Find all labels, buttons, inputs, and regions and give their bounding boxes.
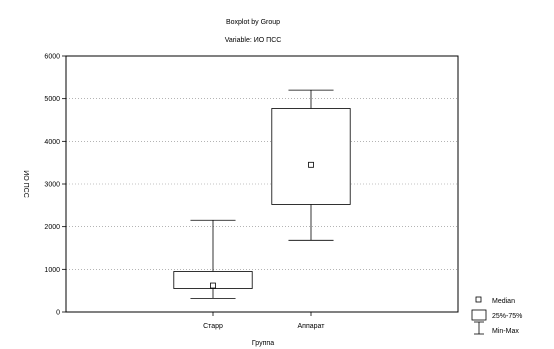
box-2 <box>271 89 351 241</box>
legend-box-icon <box>471 309 487 321</box>
y-tick-label: 1000 <box>44 267 60 274</box>
y-axis-label: ИО ПСС <box>22 170 29 198</box>
y-tick-label: 4000 <box>44 139 60 146</box>
box-iqr <box>271 108 351 205</box>
y-tick-label: 3000 <box>44 182 60 189</box>
y-tick-label: 2000 <box>44 224 60 231</box>
grid-lines <box>66 98 458 270</box>
y-tick-label: 6000 <box>44 54 60 61</box>
box-series <box>173 89 351 299</box>
x-axis-label: Группа <box>252 340 274 347</box>
legend-box-label: 25%-75% <box>492 313 522 320</box>
y-tick-label: 5000 <box>44 96 60 103</box>
chart-title: Boxplot by Group <box>226 19 280 26</box>
y-tick-label: 0 <box>56 310 60 317</box>
x-tick-label: Старр <box>203 323 223 330</box>
x-tick-label: Аппарат <box>298 323 326 330</box>
legend-minmax-label: Min-Max <box>492 328 519 335</box>
x-axis-ticks: Старр Аппарат <box>203 312 325 330</box>
box-iqr <box>173 271 253 289</box>
legend: Median 25%-75% Min-Max <box>471 296 522 335</box>
box-1 <box>173 219 253 299</box>
median-marker <box>210 282 216 289</box>
legend-median-label: Median <box>492 298 515 305</box>
median-marker <box>308 161 314 168</box>
chart-subtitle: Variable: ИО ПСС <box>225 37 282 44</box>
y-axis-ticks: 0 1000 2000 3000 4000 5000 6000 <box>44 54 66 317</box>
legend-median-icon <box>475 296 482 303</box>
